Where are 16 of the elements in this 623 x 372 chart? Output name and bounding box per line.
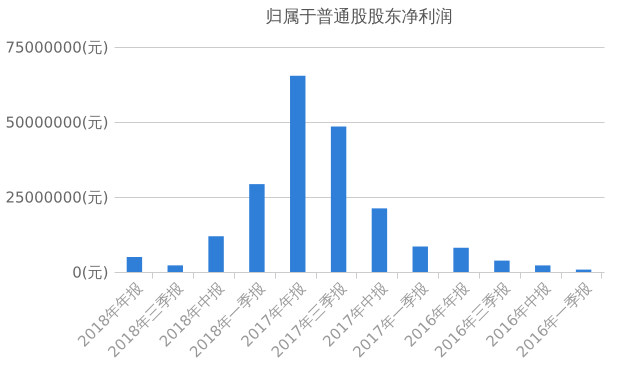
bar [126,257,142,272]
bar [372,208,388,272]
y-tick-label: 50000000(元) [5,114,108,132]
bar [168,265,183,272]
bar [412,246,428,272]
y-tick-label: 25000000(元) [5,188,108,206]
y-tick-label: 75000000(元) [5,38,108,56]
y-tick-label: 0(元) [72,264,108,282]
bar [330,126,346,272]
bar [535,265,550,272]
bar [494,260,510,272]
chart-title: 归属于普通股股东净利润 [266,7,452,27]
bar [249,184,265,272]
bar [208,236,224,272]
bar [290,76,306,272]
bar [453,248,469,272]
